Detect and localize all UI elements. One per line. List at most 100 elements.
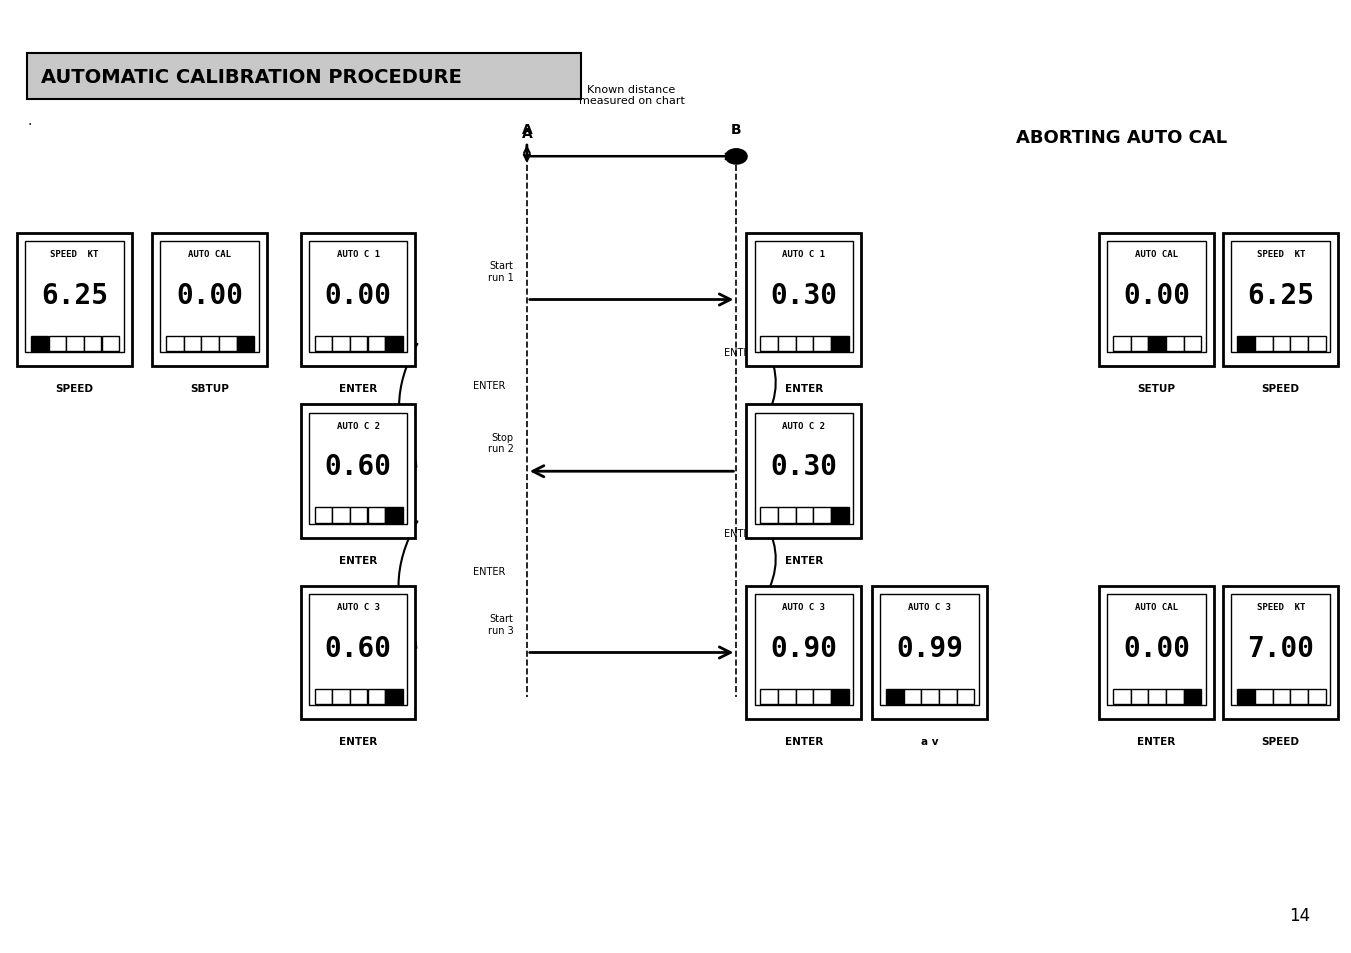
FancyBboxPatch shape xyxy=(332,689,350,704)
FancyBboxPatch shape xyxy=(880,595,978,705)
FancyBboxPatch shape xyxy=(24,242,124,353)
FancyBboxPatch shape xyxy=(778,508,796,523)
FancyBboxPatch shape xyxy=(315,508,332,523)
FancyBboxPatch shape xyxy=(315,336,332,352)
FancyBboxPatch shape xyxy=(1224,586,1337,720)
Text: 0.00: 0.00 xyxy=(176,281,243,310)
FancyBboxPatch shape xyxy=(367,508,385,523)
FancyBboxPatch shape xyxy=(904,689,921,704)
FancyBboxPatch shape xyxy=(66,336,84,352)
Text: AUTO C 2: AUTO C 2 xyxy=(782,421,825,431)
Text: Known distance
measured on chart: Known distance measured on chart xyxy=(578,85,685,106)
FancyBboxPatch shape xyxy=(1273,336,1290,352)
FancyBboxPatch shape xyxy=(939,689,957,704)
FancyBboxPatch shape xyxy=(166,336,184,352)
Text: ENTER: ENTER xyxy=(785,556,823,565)
Text: ENTER: ENTER xyxy=(339,737,377,746)
Text: ENTER: ENTER xyxy=(339,556,377,565)
FancyBboxPatch shape xyxy=(831,689,848,704)
Text: 14: 14 xyxy=(1289,906,1310,924)
FancyBboxPatch shape xyxy=(796,336,813,352)
Text: A: A xyxy=(521,127,532,141)
Text: 0.60: 0.60 xyxy=(324,453,392,481)
Text: 0.90: 0.90 xyxy=(770,634,838,662)
FancyBboxPatch shape xyxy=(778,336,796,352)
FancyBboxPatch shape xyxy=(159,242,258,353)
FancyBboxPatch shape xyxy=(796,508,813,523)
FancyBboxPatch shape xyxy=(385,508,403,523)
FancyBboxPatch shape xyxy=(1183,689,1201,704)
FancyBboxPatch shape xyxy=(746,586,862,720)
Text: AUTO C 3: AUTO C 3 xyxy=(908,602,951,612)
FancyBboxPatch shape xyxy=(16,233,131,367)
Text: ENTER: ENTER xyxy=(785,737,823,746)
FancyBboxPatch shape xyxy=(1183,336,1201,352)
FancyBboxPatch shape xyxy=(921,689,939,704)
Text: Start
run 2: Start run 2 xyxy=(750,433,775,454)
Text: 0.00: 0.00 xyxy=(1123,281,1190,310)
Text: ENTER: ENTER xyxy=(473,381,505,391)
FancyBboxPatch shape xyxy=(84,336,101,352)
FancyBboxPatch shape xyxy=(1232,595,1329,705)
FancyBboxPatch shape xyxy=(201,336,219,352)
Text: 6.25: 6.25 xyxy=(1247,281,1315,310)
Text: AUTOMATIC CALIBRATION PROCEDURE: AUTOMATIC CALIBRATION PROCEDURE xyxy=(41,68,462,87)
Text: ENTER: ENTER xyxy=(1138,737,1175,746)
FancyBboxPatch shape xyxy=(308,414,408,524)
FancyBboxPatch shape xyxy=(746,233,862,367)
Text: AUTO C 3: AUTO C 3 xyxy=(782,602,825,612)
Text: AUTO C 1: AUTO C 1 xyxy=(336,250,380,259)
FancyBboxPatch shape xyxy=(1113,689,1131,704)
Text: SBTUP: SBTUP xyxy=(190,384,228,394)
FancyBboxPatch shape xyxy=(315,689,332,704)
FancyBboxPatch shape xyxy=(236,336,254,352)
Text: AUTO C 3: AUTO C 3 xyxy=(336,602,380,612)
Text: SPEED  KT: SPEED KT xyxy=(1256,250,1305,259)
Text: ENTER: ENTER xyxy=(785,384,823,394)
FancyBboxPatch shape xyxy=(308,595,408,705)
FancyBboxPatch shape xyxy=(1232,242,1329,353)
FancyBboxPatch shape xyxy=(1255,336,1273,352)
FancyBboxPatch shape xyxy=(367,336,385,352)
Text: 0.00: 0.00 xyxy=(1123,634,1190,662)
FancyBboxPatch shape xyxy=(754,242,854,353)
FancyBboxPatch shape xyxy=(1308,689,1325,704)
FancyBboxPatch shape xyxy=(1108,242,1206,353)
Text: 0.99: 0.99 xyxy=(896,634,963,662)
FancyBboxPatch shape xyxy=(308,242,408,353)
Text: 0.30: 0.30 xyxy=(770,453,838,481)
FancyBboxPatch shape xyxy=(831,508,848,523)
FancyBboxPatch shape xyxy=(385,336,403,352)
FancyBboxPatch shape xyxy=(1131,336,1148,352)
FancyBboxPatch shape xyxy=(754,595,854,705)
Text: Stop
run 2: Stop run 2 xyxy=(488,433,513,454)
FancyBboxPatch shape xyxy=(761,336,778,352)
FancyBboxPatch shape xyxy=(873,586,986,720)
FancyBboxPatch shape xyxy=(300,233,416,367)
FancyBboxPatch shape xyxy=(1148,689,1166,704)
Text: SETUP: SETUP xyxy=(1138,384,1175,394)
FancyBboxPatch shape xyxy=(1113,336,1131,352)
Text: AUTO CAL: AUTO CAL xyxy=(188,250,231,259)
Text: A: A xyxy=(521,122,532,136)
FancyBboxPatch shape xyxy=(1131,689,1148,704)
FancyBboxPatch shape xyxy=(746,405,862,538)
FancyBboxPatch shape xyxy=(754,414,854,524)
Text: AUTO C 1: AUTO C 1 xyxy=(782,250,825,259)
FancyBboxPatch shape xyxy=(1238,336,1255,352)
FancyBboxPatch shape xyxy=(1166,689,1183,704)
FancyBboxPatch shape xyxy=(1100,233,1213,367)
Text: SPEED  KT: SPEED KT xyxy=(50,250,99,259)
FancyBboxPatch shape xyxy=(831,336,848,352)
FancyBboxPatch shape xyxy=(1290,689,1308,704)
FancyBboxPatch shape xyxy=(31,336,49,352)
FancyBboxPatch shape xyxy=(49,336,66,352)
Circle shape xyxy=(725,150,747,165)
Text: Stop
run 1: Stop run 1 xyxy=(750,261,775,282)
Text: 0.00: 0.00 xyxy=(324,281,392,310)
FancyBboxPatch shape xyxy=(332,336,350,352)
Text: SPEED: SPEED xyxy=(55,384,93,394)
FancyBboxPatch shape xyxy=(101,336,119,352)
FancyBboxPatch shape xyxy=(151,233,266,367)
FancyBboxPatch shape xyxy=(1308,336,1325,352)
